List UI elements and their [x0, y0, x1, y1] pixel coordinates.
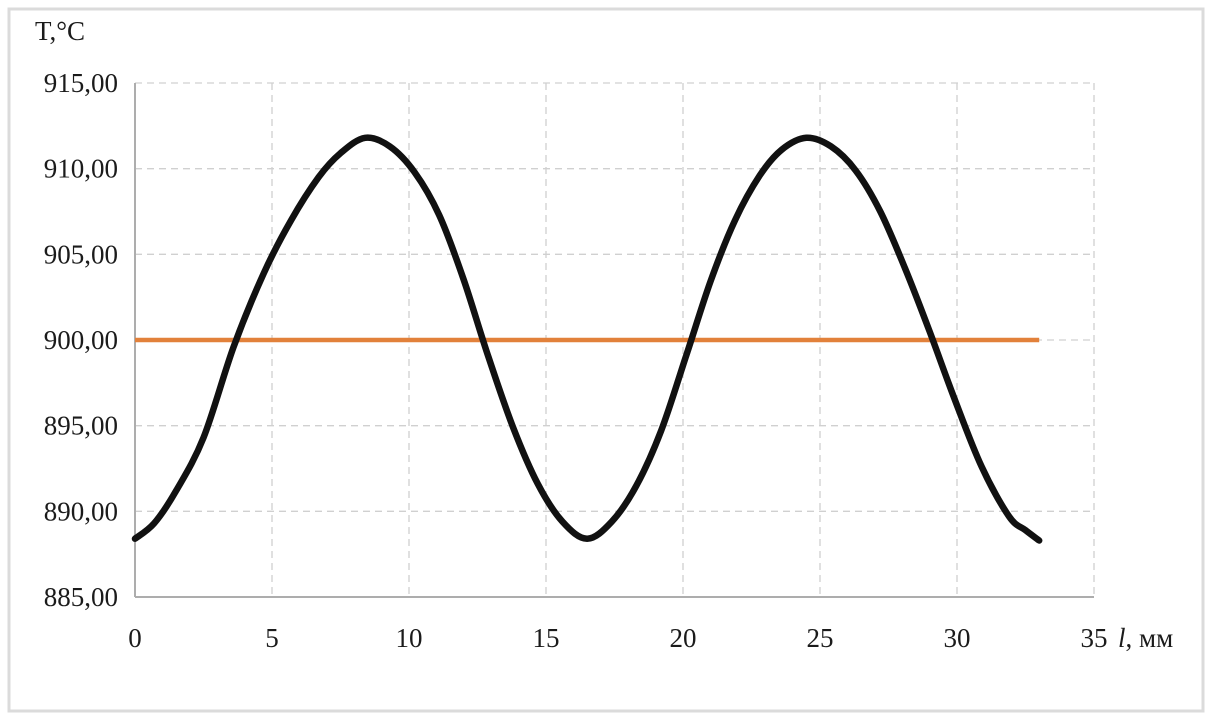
- x-tick-label: 15: [533, 623, 560, 653]
- y-axis-title: T,°C: [35, 16, 85, 46]
- x-axis-tick-labels: 0 5 10 15 20 25 30 35: [128, 623, 1107, 653]
- x-tick-label: 35: [1081, 623, 1108, 653]
- x-tick-label: 5: [265, 623, 279, 653]
- x-tick-label: 25: [807, 623, 834, 653]
- y-tick-label: 895,00: [44, 411, 118, 441]
- y-tick-label: 900,00: [44, 325, 118, 355]
- outer-frame: [7, 7, 1205, 713]
- x-tick-label: 20: [670, 623, 697, 653]
- y-tick-label: 910,00: [44, 154, 118, 184]
- x-axis-title-symbol: l: [1118, 623, 1126, 653]
- y-tick-label: 905,00: [44, 239, 118, 269]
- y-tick-label: 885,00: [44, 582, 118, 612]
- x-tick-label: 10: [396, 623, 423, 653]
- data-series: [131, 134, 1043, 544]
- y-axis-tick-labels: 915,00 910,00 905,00 900,00 895,00 890,00 885,…: [44, 68, 118, 612]
- x-tick-label: 0: [128, 623, 142, 653]
- x-axis-title-unit: , мм: [1126, 623, 1174, 653]
- y-tick-label: 915,00: [44, 68, 118, 98]
- x-tick-label: 30: [944, 623, 971, 653]
- y-tick-label: 890,00: [44, 496, 118, 526]
- x-axis-title: l, мм: [1118, 623, 1173, 653]
- temperature-profile: [131, 134, 1043, 544]
